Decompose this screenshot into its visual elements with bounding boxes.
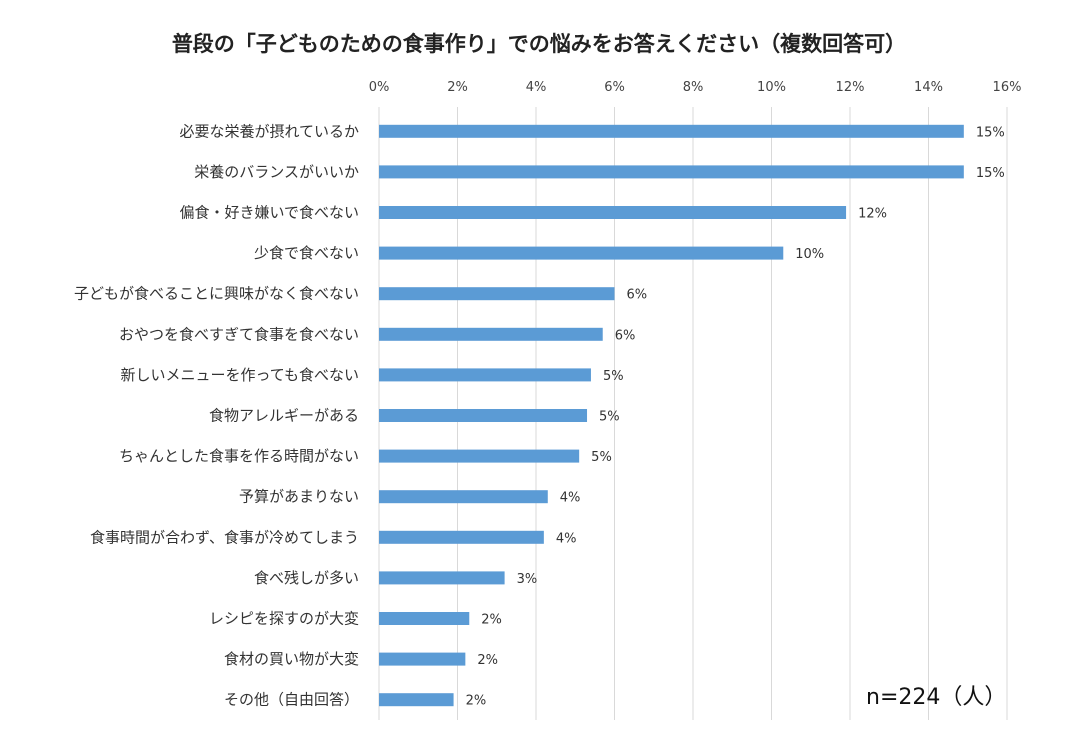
- x-tick-label-5: 10%: [757, 80, 786, 95]
- data-label-5: 6%: [615, 328, 636, 343]
- bar-8: [379, 449, 580, 463]
- data-label-10: 4%: [556, 531, 577, 546]
- data-label-11: 3%: [517, 572, 538, 587]
- bar-5: [379, 327, 603, 341]
- bar-2: [379, 206, 847, 219]
- category-label-0: 必要な栄養が摂れているか: [179, 122, 359, 140]
- x-tick-label-1: 2%: [447, 80, 468, 95]
- x-tick-label-8: 16%: [993, 80, 1022, 95]
- x-tick-label-4: 8%: [683, 80, 704, 95]
- category-label-8: ちゃんとした食事を作る時間がない: [119, 447, 359, 465]
- bar-10: [379, 530, 544, 544]
- category-label-9: 予算があまりない: [239, 488, 359, 506]
- x-tick-label-0: 0%: [369, 80, 390, 95]
- data-label-4: 6%: [627, 288, 648, 303]
- bar-13: [379, 652, 466, 666]
- bar-11: [379, 571, 505, 585]
- x-tick-label-6: 12%: [836, 80, 865, 95]
- category-label-3: 少食で食べない: [254, 244, 359, 262]
- bar-14: [379, 693, 454, 707]
- category-label-11: 食べ残しが多い: [254, 569, 359, 587]
- x-tick-label-3: 6%: [604, 80, 625, 95]
- data-label-2: 12%: [858, 207, 887, 222]
- bar-12: [379, 612, 470, 625]
- data-label-6: 5%: [603, 369, 624, 384]
- data-label-1: 15%: [976, 166, 1005, 181]
- bar-0: [379, 124, 964, 138]
- data-label-9: 4%: [560, 491, 581, 506]
- sample-size-note: n=224（人）: [866, 685, 1007, 710]
- data-label-8: 5%: [591, 450, 612, 465]
- bar-7: [379, 409, 588, 422]
- category-label-7: 食物アレルギーがある: [209, 407, 359, 425]
- data-label-3: 10%: [795, 247, 824, 262]
- bar-1: [379, 165, 964, 179]
- category-label-13: 食材の買い物が大変: [224, 650, 359, 668]
- category-label-5: おやつを食べすぎて食事を食べない: [119, 325, 359, 343]
- data-label-12: 2%: [481, 613, 502, 628]
- x-tick-label-7: 14%: [914, 80, 943, 95]
- bar-4: [379, 287, 615, 301]
- category-label-1: 栄養のバランスがいいか: [194, 163, 359, 181]
- bar-6: [379, 368, 591, 382]
- data-label-13: 2%: [477, 653, 498, 668]
- category-label-10: 食事時間が合わず、食事が冷めてしまう: [90, 528, 359, 546]
- category-label-14: その他（自由回答）: [224, 691, 359, 709]
- bar-3: [379, 246, 784, 260]
- data-label-14: 2%: [466, 694, 487, 709]
- category-label-6: 新しいメニューを作っても食べない: [120, 366, 359, 384]
- category-label-4: 子どもが食べることに興味がなく食べない: [74, 285, 359, 303]
- category-label-2: 偏食・好き嫌いで食べない: [179, 204, 359, 222]
- category-label-12: レシピを探すのが大変: [209, 610, 359, 628]
- bar-9: [379, 490, 548, 504]
- data-label-7: 5%: [599, 410, 620, 425]
- chart-title: 普段の「子どものための食事作り」での悩みをお答えください（複数回答可）: [171, 32, 907, 56]
- data-label-0: 15%: [976, 125, 1005, 140]
- x-tick-label-2: 4%: [526, 80, 547, 95]
